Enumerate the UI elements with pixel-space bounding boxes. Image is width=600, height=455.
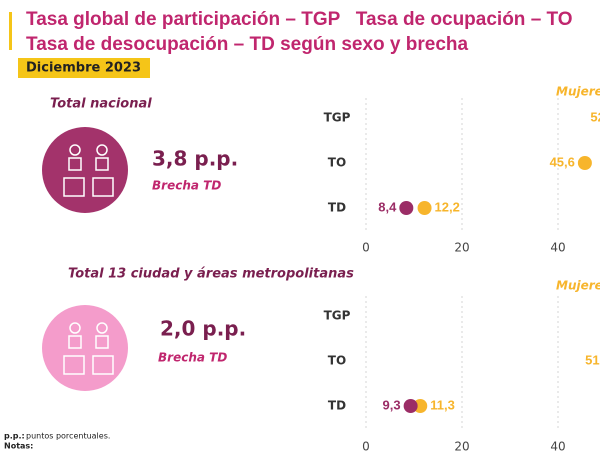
gap-value: 2,0 p.p. [160, 317, 246, 341]
gap-caption: Brecha TD [152, 179, 221, 193]
panel-circle [42, 305, 128, 391]
value-label: 12,2 [435, 199, 460, 214]
category-label: TD [328, 201, 346, 215]
title-line: Tasa global de participación – TGP Tasa … [26, 9, 573, 30]
accent-bar [9, 12, 12, 50]
x-tick-label: 40 [550, 440, 565, 454]
category-label: TO [328, 354, 346, 368]
value-label: 11,3 [430, 397, 455, 412]
category-label: TGP [324, 111, 351, 125]
panel-title: Total 13 ciudad y áreas metropolitanas [68, 267, 354, 282]
x-tick-label: 0 [362, 241, 370, 255]
title-line: Tasa de desocupación – TD según sexo y b… [26, 34, 469, 55]
x-tick-label: 40 [550, 241, 565, 255]
gap-value: 3,8 p.p. [152, 147, 238, 171]
category-label: TGP [324, 309, 351, 323]
value-label: 8,4 [378, 199, 397, 214]
value-label: 52, [590, 109, 600, 124]
note-heading: Notas: [4, 442, 33, 451]
value-label: 45,6 [550, 154, 575, 169]
dot [413, 399, 428, 413]
value-label: 9,3 [383, 397, 401, 412]
category-label: TO [328, 156, 346, 170]
x-tick-label: 20 [454, 241, 469, 255]
period-badge [18, 58, 150, 78]
dot [403, 399, 418, 413]
gap-caption: Brecha TD [158, 351, 227, 365]
x-tick-label: 20 [454, 440, 469, 454]
panel-circle [42, 127, 128, 213]
legend-label: Mujeres [556, 279, 600, 293]
dot [577, 156, 592, 170]
panel-title: Total nacional [50, 97, 152, 112]
note-abbr: p.p.: [4, 432, 25, 441]
x-tick-label: 0 [362, 440, 370, 454]
note-text: puntos porcentuales. [26, 432, 110, 441]
people-icon [63, 144, 114, 375]
dot [399, 201, 414, 215]
dot [417, 201, 432, 215]
value-label: 51, [585, 352, 600, 367]
category-label: TD [328, 399, 346, 413]
legend-label: Mujeres [556, 85, 600, 99]
period: Diciembre 2023 [26, 61, 141, 76]
